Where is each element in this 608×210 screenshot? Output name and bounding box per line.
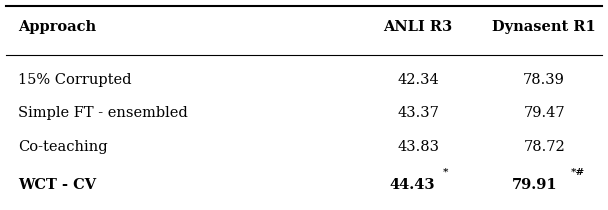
Text: Dynasent R1: Dynasent R1 <box>492 20 596 34</box>
Text: 15% Corrupted: 15% Corrupted <box>18 73 132 87</box>
Text: Co-teaching: Co-teaching <box>18 140 108 154</box>
Text: *: * <box>443 168 448 177</box>
Text: 78.72: 78.72 <box>523 140 565 154</box>
Text: Approach: Approach <box>18 20 96 34</box>
Text: WCT - CV: WCT - CV <box>18 178 96 192</box>
Text: 79.91: 79.91 <box>512 178 558 192</box>
Text: Simple FT - ensembled: Simple FT - ensembled <box>18 106 188 120</box>
Text: *#: *# <box>570 168 585 177</box>
Text: 42.34: 42.34 <box>397 73 439 87</box>
Text: 44.43: 44.43 <box>389 178 435 192</box>
Text: 78.39: 78.39 <box>523 73 565 87</box>
Text: 43.37: 43.37 <box>397 106 439 120</box>
Text: 79.47: 79.47 <box>523 106 565 120</box>
Text: 43.83: 43.83 <box>397 140 439 154</box>
Text: ANLI R3: ANLI R3 <box>384 20 452 34</box>
